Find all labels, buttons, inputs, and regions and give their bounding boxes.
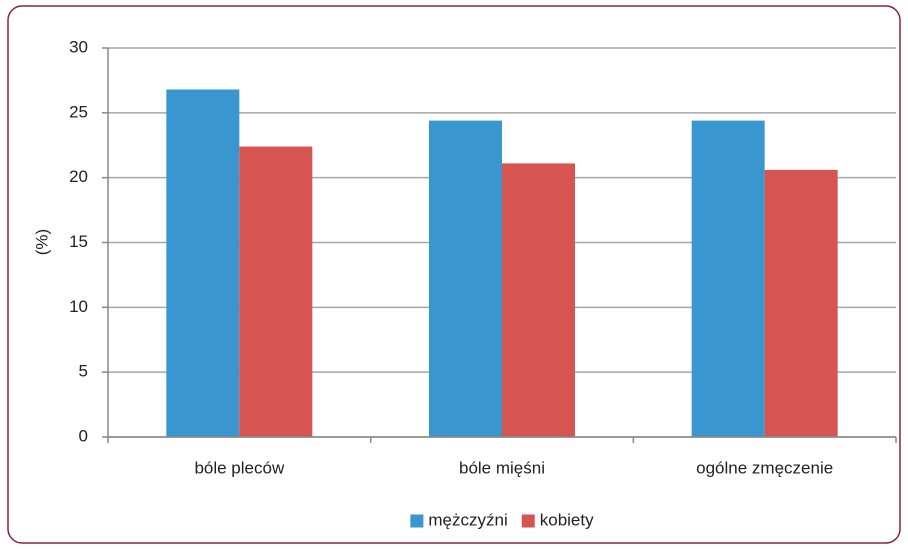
y-tick-label: 10 [69,297,88,316]
legend-label: mężczyźni [428,510,507,529]
legend-label: kobiety [540,510,594,529]
y-tick-label: 0 [79,426,88,445]
y-tick-label: 15 [69,232,88,251]
bar [691,120,765,437]
y-tick-label: 5 [79,362,88,381]
legend-swatch [410,514,424,528]
y-tick-label: 30 [69,37,88,56]
legend-swatch [521,514,535,528]
bar [502,163,575,438]
y-axis-label: (%) [32,229,51,255]
bar [239,146,313,437]
bar [429,120,502,437]
x-tick-label: bóle pleców [194,458,285,477]
y-tick-label: 25 [69,102,88,121]
bar [166,89,240,437]
x-tick-label: bóle mięśni [459,458,545,477]
x-tick-label: ogólne zmęczenie [696,458,833,477]
y-tick-label: 20 [69,167,88,186]
bar [764,169,838,438]
